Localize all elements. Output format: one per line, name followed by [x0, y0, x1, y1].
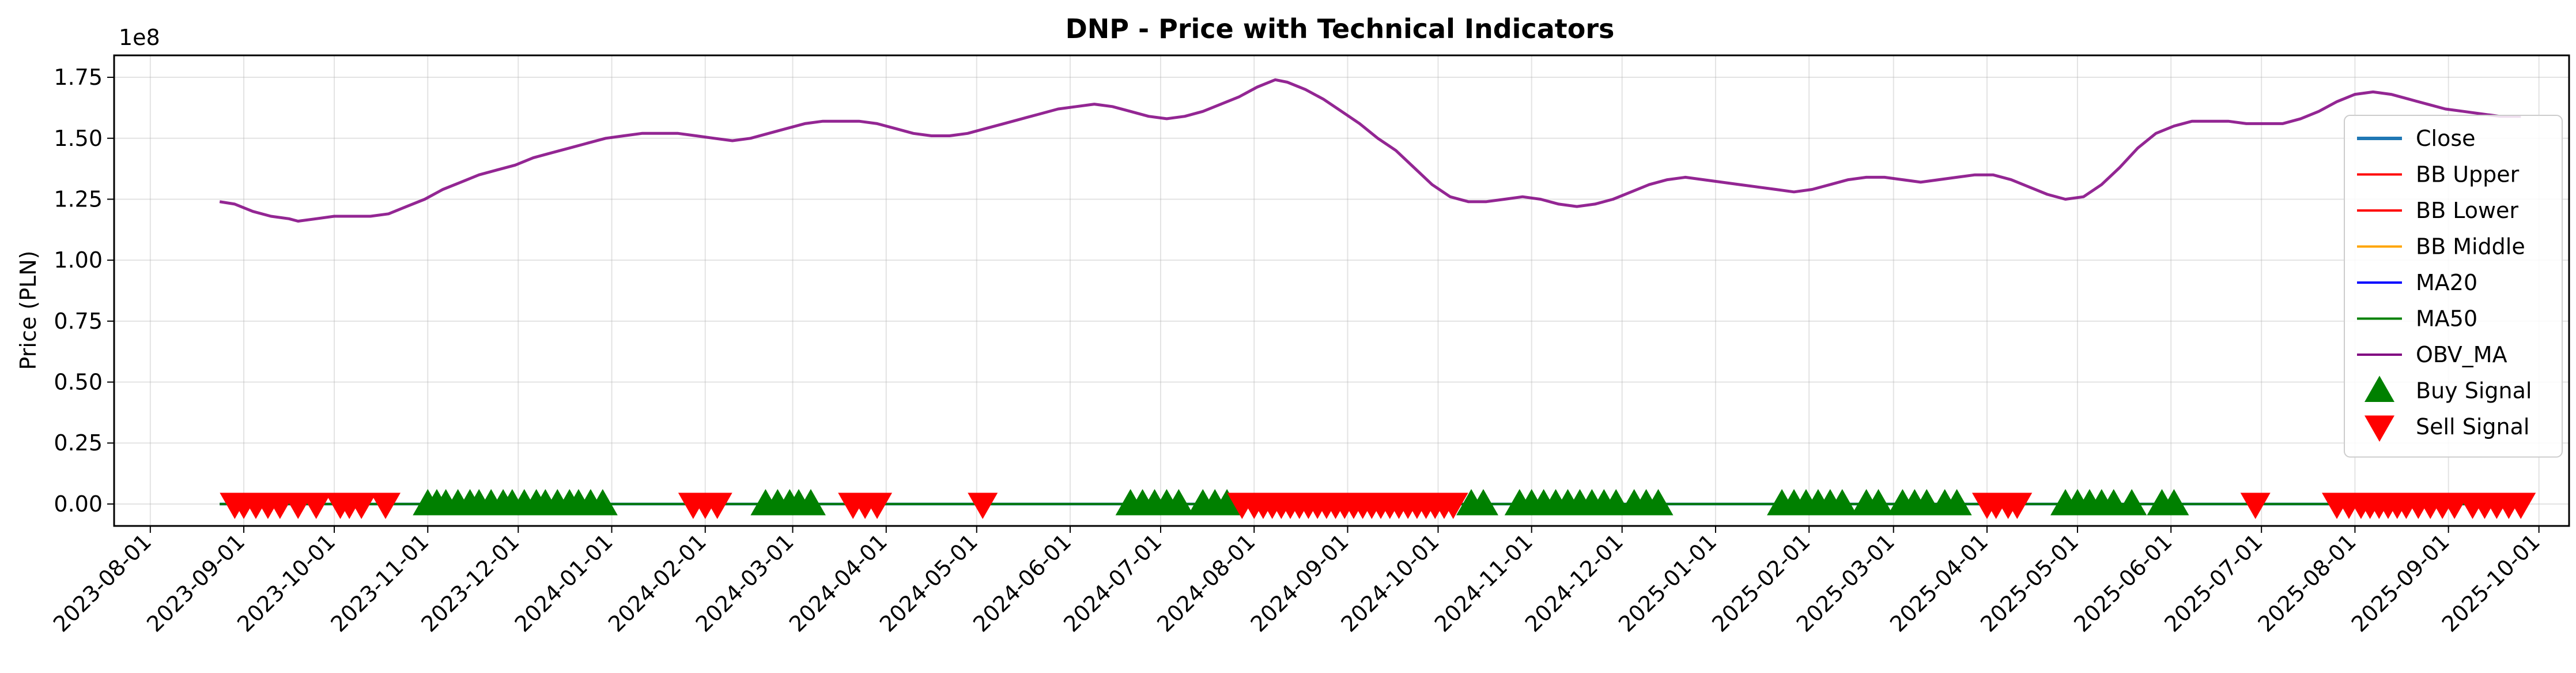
- buy-signal-marker: [1643, 488, 1674, 516]
- y-tick-label: 0.50: [54, 370, 103, 395]
- legend: Close BB Upper BB Lower BB Middle MA20 MA50 OB…: [2344, 115, 2563, 458]
- buy-signal-marker: [1212, 488, 1242, 516]
- x-tick-label: 2024-08-01: [1152, 529, 1260, 637]
- sell-signal-marker: [2506, 492, 2536, 519]
- legend-swatch-sell: [2365, 415, 2394, 442]
- buy-signal-marker: [1468, 488, 1498, 516]
- buy-signal-marker: [587, 488, 618, 516]
- sell-signal-marker: [371, 492, 401, 519]
- x-axis: 2023-08-012023-09-012023-10-012023-11-01…: [48, 526, 2545, 637]
- plot-area: [219, 78, 2536, 519]
- x-tick-label: 2025-05-01: [1976, 529, 2083, 637]
- x-tick-label: 2024-07-01: [1059, 529, 1166, 637]
- sell-signal-marker: [702, 492, 732, 519]
- x-tick-label: 2024-05-01: [875, 529, 983, 637]
- y-tick-label: 1.50: [54, 126, 103, 151]
- y-tick-label: 0.00: [54, 491, 103, 517]
- legend-label: OBV_MA: [2416, 342, 2507, 367]
- buy-signal-marker: [1164, 488, 1194, 516]
- x-tick-label: 2025-01-01: [1614, 529, 1721, 637]
- x-tick-label: 2024-10-01: [1336, 529, 1444, 637]
- x-tick-label: 2024-12-01: [1520, 529, 1628, 637]
- legend-label: MA20: [2416, 270, 2477, 295]
- x-tick-label: 2025-10-01: [2437, 529, 2545, 637]
- sell-signal-marker: [301, 492, 331, 519]
- y-tick-label: 1.75: [54, 65, 103, 90]
- plot-frame: [113, 54, 2570, 527]
- legend-swatch-buy: [2365, 375, 2394, 402]
- y-axis-label: Price (PLN): [16, 251, 41, 370]
- sell-signal-marker: [1438, 492, 1468, 519]
- legend-box: [2344, 115, 2563, 458]
- y-offset-label: 1e8: [119, 25, 160, 50]
- buy-signal-marker: [1942, 488, 1972, 516]
- legend-label: BB Upper: [2416, 162, 2520, 187]
- y-tick-label: 1.25: [54, 186, 103, 212]
- legend-label: BB Middle: [2416, 234, 2525, 260]
- sell-signal-marker: [346, 492, 377, 519]
- buy-signal-marker: [1827, 488, 1857, 516]
- sell-signal-marker: [862, 492, 893, 519]
- legend-label: MA50: [2416, 306, 2477, 332]
- sell-signal-marker: [968, 492, 998, 519]
- x-tick-label: 2023-08-01: [48, 529, 156, 637]
- grid: [114, 55, 2569, 526]
- legend-label: Buy Signal: [2416, 378, 2532, 404]
- series-obv-ma-line: [219, 78, 2521, 223]
- legend-label: Close: [2416, 126, 2476, 151]
- sell-signal-marker: [2240, 492, 2271, 519]
- y-tick-label: 0.75: [54, 309, 103, 334]
- legend-label: BB Lower: [2416, 198, 2518, 223]
- y-tick-label: 1.00: [54, 247, 103, 273]
- x-tick-label: 2025-08-01: [2253, 529, 2361, 637]
- buy-signal-marker: [2117, 488, 2147, 516]
- buy-signal-marker: [1863, 488, 1894, 516]
- legend-label: Sell Signal: [2416, 414, 2529, 439]
- x-tick-label: 2023-10-01: [232, 529, 340, 637]
- chart-title: DNP - Price with Technical Indicators: [1066, 13, 1615, 44]
- x-tick-label: 2025-07-01: [2159, 529, 2267, 637]
- y-tick-label: 0.25: [54, 430, 103, 456]
- x-tick-label: 2024-01-01: [510, 529, 618, 637]
- buy-signal-marker: [795, 488, 826, 516]
- x-tick-label: 2023-12-01: [416, 529, 524, 637]
- sell-signal-marker: [2002, 492, 2033, 519]
- buy-signal-marker: [2159, 488, 2189, 516]
- y-axis: 0.00 0.25 0.50 0.75 1.00 1.25 1.50 1.75: [54, 65, 114, 517]
